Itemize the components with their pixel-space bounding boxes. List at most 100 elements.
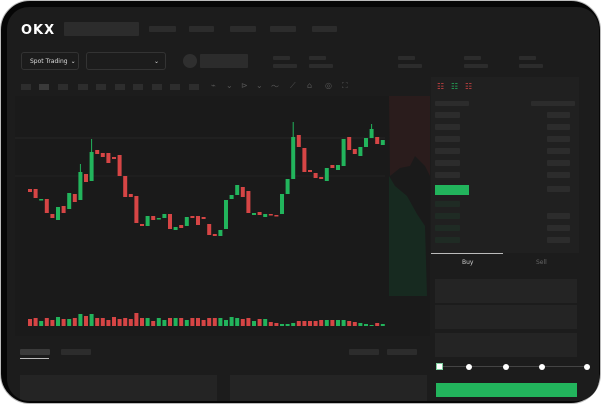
candle bbox=[296, 135, 301, 147]
volume-bar bbox=[145, 318, 150, 326]
ask-size bbox=[547, 124, 570, 130]
candle-body bbox=[140, 224, 144, 226]
candle bbox=[285, 179, 290, 194]
bid-price bbox=[435, 213, 460, 219]
orderbook-header bbox=[435, 101, 469, 106]
orderbook-sell-icon[interactable]: ☷ bbox=[465, 82, 473, 91]
ask-price bbox=[435, 160, 460, 166]
chevron-down-icon: ⌄ bbox=[153, 57, 159, 65]
volume-bar bbox=[246, 318, 251, 326]
pair-dropdown[interactable]: ⌄ bbox=[86, 52, 166, 70]
price-input[interactable] bbox=[435, 279, 577, 303]
candle bbox=[89, 139, 94, 181]
nav-item[interactable] bbox=[230, 26, 256, 32]
volume-bar bbox=[235, 318, 240, 326]
chevron-down-icon[interactable]: ⌄ bbox=[226, 81, 233, 90]
candle-body bbox=[201, 217, 206, 219]
candle-body bbox=[151, 216, 156, 220]
volume-bar bbox=[352, 322, 357, 326]
candle bbox=[145, 216, 150, 226]
candle bbox=[308, 170, 312, 172]
tab-history[interactable] bbox=[61, 349, 91, 355]
orderbook-buy-icon[interactable]: ☷ bbox=[451, 82, 459, 91]
candle bbox=[61, 206, 66, 213]
candle-body bbox=[168, 214, 172, 229]
filter-button[interactable] bbox=[349, 349, 379, 355]
timeframe-button[interactable] bbox=[21, 84, 31, 90]
orderbook-both-icon[interactable]: ☷ bbox=[437, 82, 445, 91]
slider-handle[interactable] bbox=[436, 363, 443, 370]
candle bbox=[123, 176, 128, 197]
timeframe-button[interactable] bbox=[115, 84, 125, 90]
app-screen: OKX Spot Trading ⌄ ⌄ ⟋ ⌂ ◎ ⛶ ☷ ☷ ☷ Buy Se… bbox=[7, 7, 599, 401]
candle-body bbox=[89, 152, 94, 181]
candle-body bbox=[112, 157, 116, 159]
slider-stop[interactable] bbox=[539, 364, 545, 370]
candle bbox=[313, 173, 318, 178]
candle-body bbox=[162, 214, 167, 218]
filter-button[interactable] bbox=[387, 349, 417, 355]
ruler-icon[interactable]: ⟋ bbox=[290, 81, 296, 90]
volume-bar bbox=[240, 319, 245, 326]
candle-body bbox=[369, 129, 374, 138]
timeframe-button[interactable] bbox=[58, 84, 68, 90]
timeframe-button[interactable] bbox=[39, 84, 49, 90]
market-dropdown[interactable]: Spot Trading ⌄ bbox=[21, 52, 79, 70]
timeframe-button[interactable] bbox=[189, 84, 199, 90]
indicator-icon[interactable]: ⌁ bbox=[211, 81, 216, 90]
candle bbox=[168, 214, 172, 229]
timeframe-button[interactable] bbox=[170, 84, 180, 90]
candle-body bbox=[61, 206, 66, 213]
mid-size bbox=[547, 186, 570, 192]
slider-stop[interactable] bbox=[503, 364, 509, 370]
nav-item[interactable] bbox=[312, 26, 337, 32]
fullscreen-icon[interactable]: ⛶ bbox=[342, 81, 348, 90]
volume-bar bbox=[252, 321, 256, 326]
bid-price bbox=[435, 225, 460, 231]
sell-tab[interactable]: Sell bbox=[536, 259, 547, 266]
volume-bar bbox=[212, 318, 217, 326]
tab-open-orders[interactable] bbox=[20, 349, 50, 355]
candle-body bbox=[291, 137, 296, 179]
candle-body bbox=[257, 212, 262, 215]
percent-slider[interactable] bbox=[439, 366, 589, 367]
volume-bar bbox=[358, 323, 363, 326]
chevron-down-icon[interactable]: ⌄ bbox=[256, 81, 263, 90]
candle-body bbox=[235, 185, 240, 195]
timeframe-button[interactable] bbox=[133, 84, 143, 90]
volume-bar bbox=[95, 318, 100, 326]
price-chart[interactable] bbox=[15, 96, 430, 336]
volume-bar bbox=[375, 323, 380, 326]
candle bbox=[78, 164, 83, 200]
gear-icon[interactable]: ◎ bbox=[325, 81, 332, 90]
candle-body bbox=[33, 189, 38, 198]
volume-bar bbox=[151, 321, 156, 326]
camera-icon[interactable]: ⌂ bbox=[307, 81, 313, 90]
nav-item[interactable] bbox=[270, 26, 296, 32]
line-tool-icon[interactable]: 〜 bbox=[271, 82, 279, 91]
volume-bar bbox=[207, 318, 212, 326]
stat-label bbox=[519, 56, 536, 60]
buy-button[interactable] bbox=[436, 383, 577, 397]
buy-tab[interactable]: Buy bbox=[462, 259, 474, 266]
candle-body bbox=[240, 187, 245, 197]
candle bbox=[67, 193, 72, 209]
price-display bbox=[200, 54, 248, 68]
ask-price bbox=[435, 172, 460, 178]
chart-type-icon[interactable]: ⊳ bbox=[241, 81, 248, 90]
stat-value bbox=[398, 64, 422, 68]
nav-item[interactable] bbox=[189, 26, 214, 32]
slider-stop[interactable] bbox=[584, 364, 590, 370]
total-input[interactable] bbox=[435, 333, 577, 357]
volume-bar bbox=[28, 319, 32, 326]
timeframe-button[interactable] bbox=[152, 84, 162, 90]
amount-input[interactable] bbox=[435, 305, 577, 329]
volume-bar bbox=[112, 317, 116, 326]
timeframe-button[interactable] bbox=[96, 84, 106, 90]
slider-stop[interactable] bbox=[466, 364, 472, 370]
timeframe-button[interactable] bbox=[78, 84, 88, 90]
volume-bar bbox=[330, 320, 335, 326]
search-bar[interactable] bbox=[64, 22, 139, 36]
volume-bar bbox=[84, 316, 88, 326]
nav-item[interactable] bbox=[149, 26, 176, 32]
